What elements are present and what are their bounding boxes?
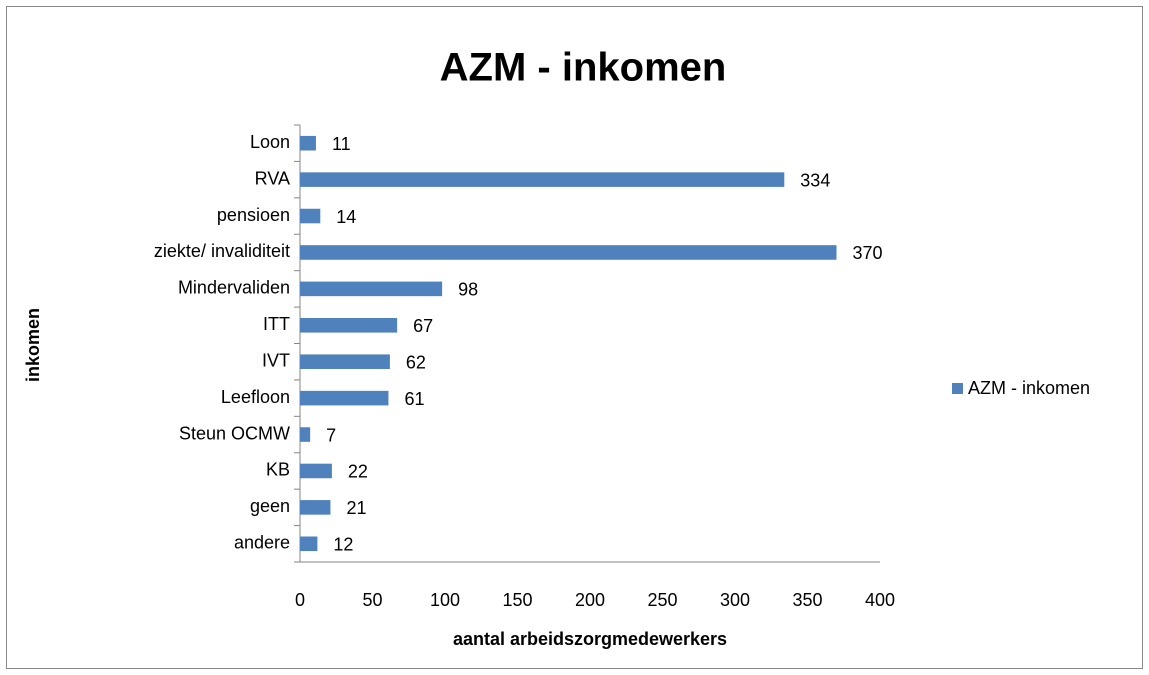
x-tick-label: 0 bbox=[295, 590, 305, 610]
y-tick-label: RVA bbox=[255, 168, 290, 188]
data-label: 14 bbox=[336, 207, 356, 227]
bar bbox=[300, 245, 837, 260]
y-tick-label: Mindervaliden bbox=[178, 278, 290, 298]
bar bbox=[300, 390, 389, 406]
y-tick-label: Loon bbox=[250, 132, 290, 152]
bar bbox=[300, 536, 318, 552]
chart-frame bbox=[6, 6, 1143, 669]
bar bbox=[300, 281, 443, 297]
x-axis-title: aantal arbeidszorgmedewerkers bbox=[453, 629, 727, 649]
y-tick-label: Steun OCMW bbox=[179, 423, 290, 443]
x-tick-label: 150 bbox=[502, 590, 532, 610]
bar bbox=[300, 208, 321, 224]
data-label: 98 bbox=[458, 280, 478, 300]
data-label: 370 bbox=[853, 243, 883, 263]
y-tick-label: Leefloon bbox=[221, 387, 290, 407]
x-tick-label: 200 bbox=[575, 590, 605, 610]
bar bbox=[300, 318, 398, 333]
data-label: 334 bbox=[800, 170, 830, 190]
y-tick-label: IVT bbox=[262, 350, 290, 370]
y-tick-label: KB bbox=[266, 460, 290, 480]
data-label: 21 bbox=[346, 498, 366, 518]
data-label: 7 bbox=[326, 425, 336, 445]
x-tick-label: 100 bbox=[430, 590, 460, 610]
x-tick-label: 400 bbox=[865, 590, 895, 610]
legend-swatch bbox=[952, 383, 963, 394]
y-tick-label: pensioen bbox=[217, 205, 290, 225]
bar bbox=[300, 463, 332, 479]
data-label: 12 bbox=[333, 535, 353, 555]
x-tick-label: 350 bbox=[792, 590, 822, 610]
bar bbox=[300, 135, 316, 151]
chart-title: AZM - inkomen bbox=[440, 46, 727, 90]
bar bbox=[300, 500, 331, 515]
bar bbox=[300, 172, 785, 187]
y-axis-title: inkomen bbox=[23, 308, 43, 382]
y-tick-label: geen bbox=[250, 496, 290, 516]
data-label: 67 bbox=[413, 316, 433, 336]
data-label: 62 bbox=[406, 352, 426, 372]
y-tick-label: andere bbox=[234, 533, 290, 553]
x-tick-label: 250 bbox=[647, 590, 677, 610]
data-label: 22 bbox=[348, 462, 368, 482]
x-tick-label: 300 bbox=[720, 590, 750, 610]
bar bbox=[300, 354, 390, 369]
data-label: 61 bbox=[404, 389, 424, 409]
bar bbox=[300, 427, 311, 442]
x-tick-label: 50 bbox=[362, 590, 382, 610]
y-tick-label: ziekte/ invaliditeit bbox=[154, 241, 290, 261]
legend-label: AZM - inkomen bbox=[968, 378, 1090, 398]
y-tick-label: ITT bbox=[263, 314, 290, 334]
data-label: 11 bbox=[332, 134, 351, 154]
